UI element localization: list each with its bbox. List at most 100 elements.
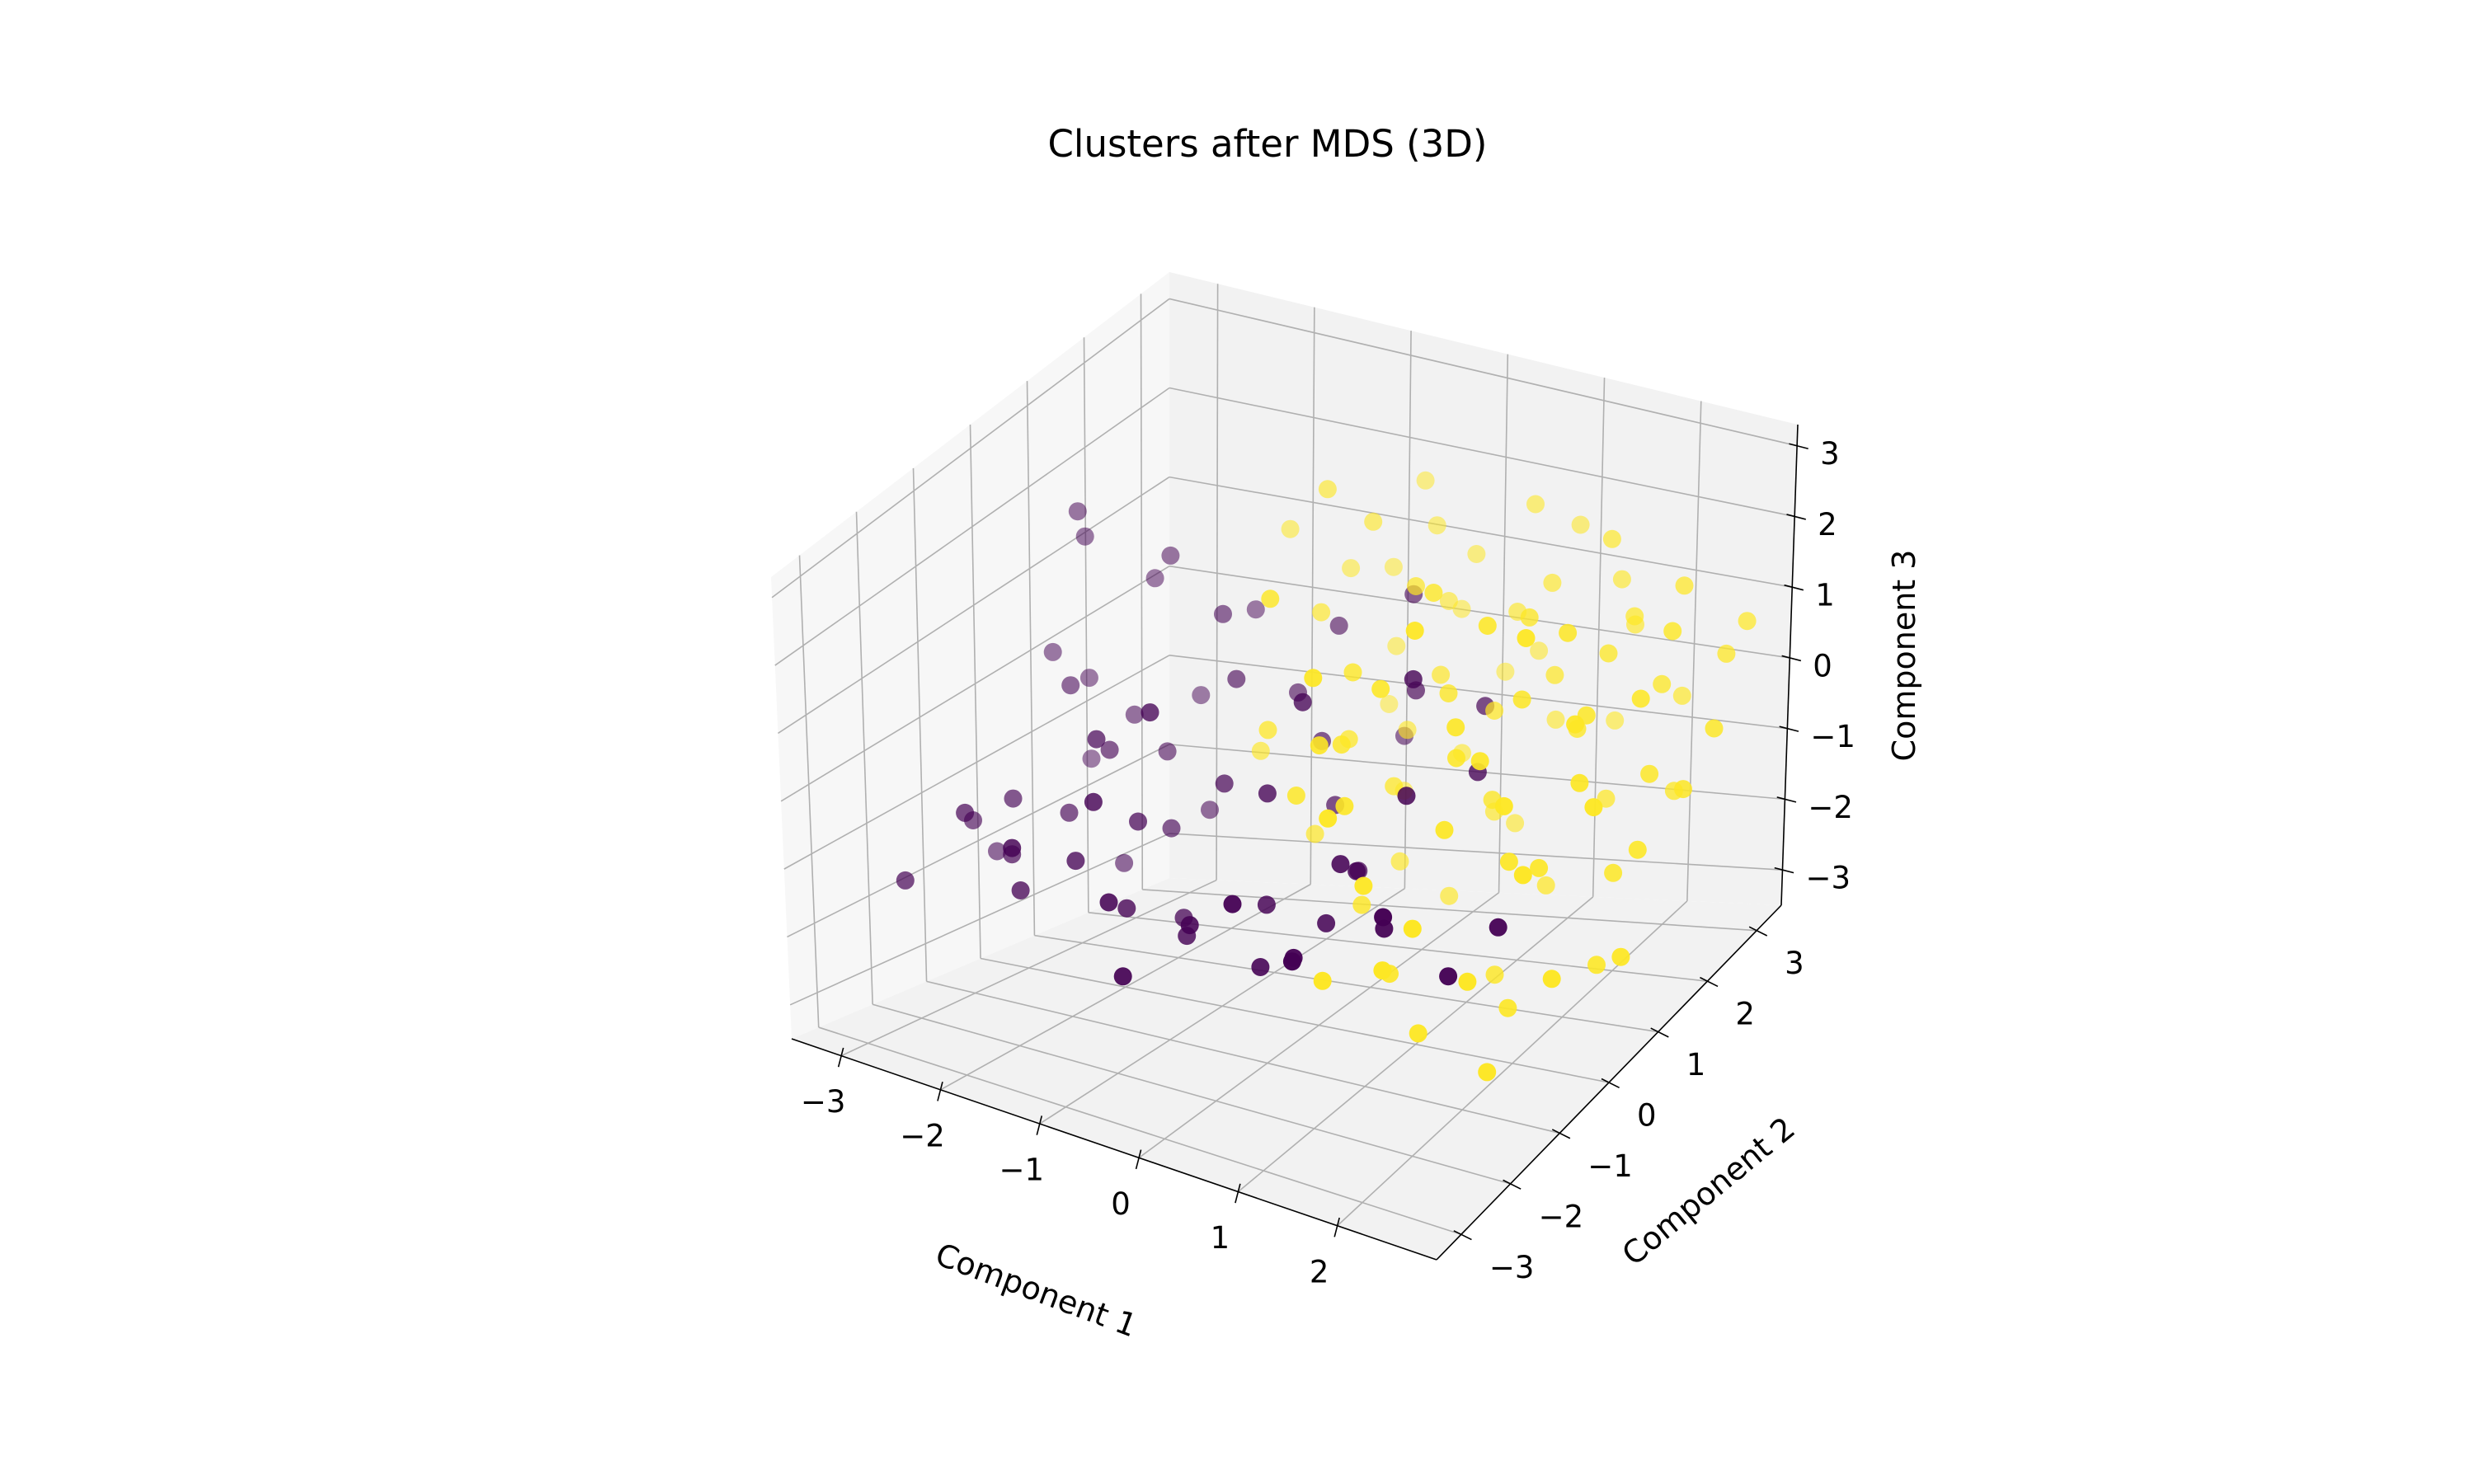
y-grid-left: [798, 555, 820, 1028]
data-point-cluster-1: [1304, 669, 1323, 688]
data-point-cluster-0: [1145, 569, 1164, 588]
data-point-cluster-0: [1068, 502, 1087, 521]
data-point-cluster-0: [1214, 604, 1232, 623]
x-grid-back: [1686, 401, 1702, 901]
x-tick-tick: [1333, 1217, 1340, 1237]
data-point-cluster-1: [1435, 820, 1454, 839]
data-point-cluster-1: [1384, 557, 1403, 576]
data-point-cluster-0: [1282, 952, 1301, 971]
z-tick-label: 2: [1818, 507, 1837, 542]
y-grid-floor: [1034, 934, 1658, 1033]
data-point-cluster-1: [1625, 607, 1644, 626]
data-point-cluster-0: [1100, 740, 1119, 759]
x-tick-label: −2: [900, 1118, 945, 1153]
x-tick-label: 1: [1211, 1220, 1230, 1256]
data-point-cluster-0: [1115, 853, 1134, 872]
x-tick-tick: [1036, 1115, 1043, 1135]
z-tick-label: 1: [1815, 578, 1835, 613]
data-point-cluster-0: [1003, 838, 1022, 857]
data-point-cluster-1: [1467, 545, 1486, 563]
data-point-cluster-0: [896, 871, 915, 890]
y-tick-tick: [1700, 976, 1719, 988]
x-tick-tick: [1135, 1149, 1142, 1170]
data-point-cluster-1: [1478, 1063, 1497, 1082]
y-tick-tick: [1453, 1230, 1472, 1241]
y-grid-floor: [818, 1026, 1462, 1236]
data-point-cluster-0: [1066, 852, 1085, 871]
data-point-cluster-1: [1424, 584, 1443, 602]
data-point-cluster-1: [1305, 824, 1324, 843]
data-point-cluster-1: [1512, 690, 1531, 709]
z-tick-tick: [1781, 655, 1802, 662]
data-point-cluster-0: [956, 803, 975, 822]
data-point-cluster-1: [1566, 715, 1585, 734]
data-point-cluster-1: [1602, 529, 1621, 548]
data-point-cluster-1: [1313, 971, 1332, 990]
z-tick-label: −3: [1805, 861, 1851, 896]
data-point-cluster-1: [1559, 623, 1578, 642]
data-point-cluster-1: [1536, 876, 1555, 895]
data-point-cluster-1: [1496, 662, 1515, 681]
data-point-cluster-1: [1612, 570, 1631, 589]
y-tick-tick: [1650, 1027, 1669, 1038]
data-point-cluster-0: [1257, 895, 1276, 914]
data-point-cluster-0: [1404, 669, 1423, 688]
data-point-cluster-1: [1439, 684, 1458, 702]
data-point-cluster-0: [1099, 893, 1118, 912]
data-point-cluster-0: [1117, 899, 1136, 918]
y-grid-left: [1140, 294, 1144, 890]
data-point-cluster-1: [1631, 689, 1650, 708]
z-grid-back: [1169, 298, 1798, 447]
data-point-cluster-1: [1478, 617, 1497, 635]
data-point-cluster-0: [1075, 527, 1094, 546]
z-tick-tick: [1774, 866, 1794, 874]
data-point-cluster-1: [1499, 852, 1518, 871]
data-point-cluster-1: [1446, 718, 1465, 737]
data-point-cluster-0: [1489, 918, 1507, 937]
data-point-cluster-0: [1084, 792, 1103, 811]
data-point-cluster-0: [1397, 787, 1416, 805]
data-point-cluster-1: [1584, 798, 1603, 817]
z-grid-left: [789, 833, 1170, 1006]
z-grid-left: [780, 566, 1170, 802]
y-grid-floor: [1142, 889, 1757, 932]
data-point-cluster-1: [1675, 576, 1694, 595]
y-tick-tick: [1503, 1179, 1522, 1190]
x-tick-tick: [1235, 1183, 1241, 1204]
x-tick-label: −3: [801, 1084, 846, 1120]
y-grid-floor: [926, 980, 1560, 1134]
data-point-cluster-0: [1246, 600, 1265, 619]
data-point-cluster-1: [1458, 972, 1477, 991]
y-tick-label: −1: [1587, 1148, 1633, 1184]
data-point-cluster-1: [1318, 480, 1337, 499]
data-point-cluster-1: [1470, 752, 1489, 771]
data-point-cluster-1: [1530, 858, 1549, 877]
data-point-cluster-0: [1215, 774, 1234, 793]
z-tick-tick: [1776, 796, 1797, 803]
data-point-cluster-1: [1606, 711, 1625, 730]
data-point-cluster-1: [1398, 721, 1417, 740]
data-point-cluster-0: [1004, 789, 1023, 808]
data-point-cluster-1: [1385, 777, 1404, 796]
data-point-cluster-1: [1439, 592, 1458, 610]
data-point-cluster-1: [1513, 866, 1532, 885]
data-point-cluster-1: [1672, 686, 1691, 705]
data-point-cluster-0: [1125, 705, 1144, 724]
data-point-cluster-1: [1571, 515, 1590, 534]
z-tick-label: 3: [1820, 436, 1840, 472]
data-point-cluster-1: [1494, 796, 1513, 815]
data-point-cluster-1: [1354, 876, 1373, 895]
data-point-cluster-0: [1043, 642, 1062, 661]
data-point-cluster-1: [1380, 695, 1399, 713]
y-grid-floor: [980, 957, 1610, 1083]
y-grid-left: [912, 467, 928, 982]
data-point-cluster-1: [1251, 741, 1270, 760]
y-tick-label: 0: [1637, 1098, 1657, 1134]
x-tick-label: 2: [1310, 1254, 1329, 1289]
data-point-cluster-1: [1498, 998, 1517, 1017]
data-point-cluster-1: [1371, 679, 1390, 698]
z-grid-left: [778, 476, 1170, 735]
z-tick-label: −1: [1810, 719, 1856, 754]
